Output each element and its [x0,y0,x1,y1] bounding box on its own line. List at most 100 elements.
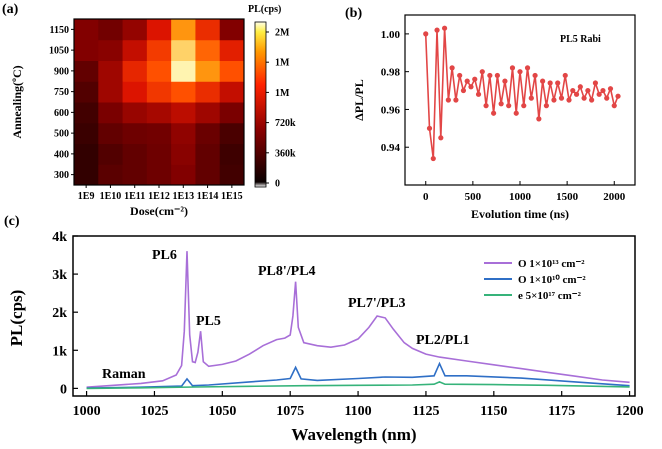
rabi-point [513,110,519,116]
heatmap-cell [195,39,221,61]
heatmap-cell [122,19,148,41]
rabi-point [596,91,602,97]
spectrum-annotation-pl8-pl4: PL8'/PL4 [258,264,316,279]
heatmap-cell [74,39,99,61]
heatmap-cell [122,122,148,144]
heatmap-cell [146,102,172,124]
rabi-point [566,97,572,103]
heatmap-cell [74,102,99,124]
heatmap-cell [171,60,196,82]
spectrum-frame [72,235,636,397]
rabi-point [592,80,599,86]
spectrum-y-tick-label: 3k [52,268,67,283]
spectrum-annotation-pl7-pl3: PL7'/PL3 [348,296,406,311]
heatmap-cell [171,143,196,165]
heatmap-cell [74,60,99,82]
rabi-point [607,86,614,92]
heatmap-y-tick-label: 500 [54,129,69,140]
spectrum-series-line [86,381,630,390]
heatmap-cell [171,19,196,41]
spectrum-x-tick-label: 1050 [208,404,236,419]
rabi-point [615,93,621,99]
colorbar-tick-label: 360k [275,148,296,159]
spectrum-x-tick-label: 1175 [548,404,575,419]
rabi-annotation: PL5 Rabi [560,34,601,45]
heatmap-cell [195,122,221,144]
heatmap-cell [122,60,148,82]
heatmap-cell [146,60,172,82]
rabi-points [423,25,621,162]
rabi-ticks: 0 500 1000 1500 2000 0.94 0.96 0.98 1.00 [381,29,626,203]
rabi-point [521,103,527,109]
rabi-y-tick-label: 0.94 [381,142,401,154]
heatmap-y-tick-label: 300 [54,170,69,181]
rabi-point [441,25,448,31]
rabi-point [524,65,531,71]
heatmap-x-tick-label: 1E9 [78,191,95,202]
spectrum-y-tick-label: 0 [60,382,67,397]
heatmap-cell [219,19,245,41]
spectrum-legend-label: O 1×10¹⁰ cm⁻² [518,274,586,286]
rabi-point [604,95,610,101]
spectrum-annotation-raman: Raman [102,367,146,382]
rabi-point [611,103,617,109]
spectrum-y-label: PL(cps) [7,290,26,347]
rabi-point [528,95,534,101]
rabi-point [570,87,576,94]
heatmap-cell [219,102,245,124]
heatmap-cell [98,143,124,165]
rabi-point [555,80,561,86]
rabi-point [487,72,493,79]
spectrum-annotation-pl5: PL5 [196,314,221,329]
rabi-point [426,125,433,131]
colorbar [254,21,267,188]
spectrum-x-tick-label: 1100 [344,404,371,419]
rabi-point [589,97,595,103]
heatmap-cell [195,19,221,41]
heatmap-cell [146,39,172,61]
rabi-point [562,72,568,79]
rabi-point [498,101,504,107]
panel-label-b: (b) [345,6,362,21]
heatmap-cell [219,81,245,103]
rabi-point [491,110,497,116]
spectrum-series-line [86,361,630,389]
rabi-x-tick-label: 2000 [603,191,626,203]
rabi-point [506,103,512,109]
heatmap-x-label: Dose(cm⁻²) [130,204,188,218]
heatmap-y-tick-label: 1150 [50,25,69,36]
rabi-point [540,78,546,84]
colorbar-ticks: 2M 1M 1M 720k 360k 0 [266,28,296,190]
rabi-line [424,28,619,159]
rabi-point [457,72,463,79]
rabi-point [453,97,459,103]
rabi-point [532,72,538,79]
heatmap-cell [195,164,221,186]
rabi-point [543,103,549,109]
rabi-point [423,31,429,37]
heatmap-cell [146,122,172,144]
rabi-point [483,103,489,109]
heatmap-cell [219,143,245,165]
rabi-point [581,95,587,101]
rabi-y-tick-label: 0.96 [381,104,401,116]
heatmap-cell [98,81,124,103]
heatmap-cell [74,164,99,186]
rabi-x-tick-label: 1000 [509,191,532,203]
colorbar-title: PL(cps) [248,4,281,15]
spectrum-x-label: Wavelength (nm) [291,425,416,444]
spectrum-x-tick-label: 1125 [412,404,439,419]
heatmap-x-tick-label: 1E13 [172,191,194,202]
spectrum-series-line [86,251,630,388]
rabi-y-tick-label: 1.00 [381,29,401,41]
heatmap-cell [146,143,172,165]
rabi-x-label: Evolution time (ns) [471,207,569,221]
heatmap-cell [74,122,99,144]
heatmap-x-ticks: 1E9 1E10 1E11 1E12 1E13 1E14 1E15 [78,185,243,202]
rabi-x-tick-label: 1500 [556,191,579,203]
heatmap-x-tick-label: 1E15 [221,191,243,202]
spectrum-annotation-pl2-pl1: PL2/PL1 [416,333,470,348]
spectrum-y-tick-label: 4k [52,230,67,245]
rabi-point [430,155,436,162]
